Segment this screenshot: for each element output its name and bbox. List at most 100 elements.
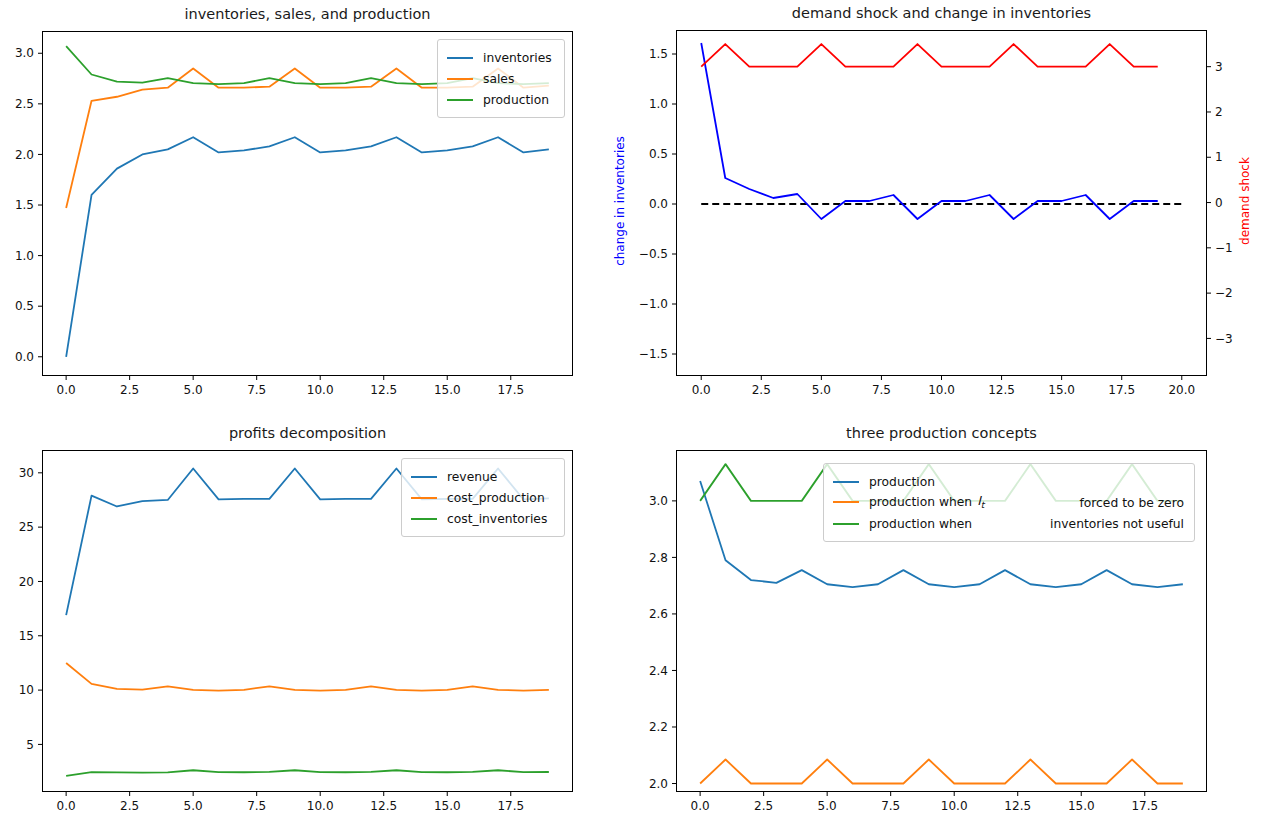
y-tick-label: 1.5 (649, 47, 668, 61)
x-tick-label: 2.5 (120, 383, 139, 397)
x-tick-label: 0.0 (57, 383, 76, 397)
legend-label: production (869, 475, 935, 489)
y-tick-label: 2.2 (649, 720, 668, 734)
x-tick-label: 10.0 (307, 799, 334, 813)
y-tick-label: 10 (19, 683, 34, 697)
chart-title-three-production-concepts: three production concepts (676, 423, 1207, 443)
y-tick-label: 30 (19, 466, 34, 480)
x-tick-label: 2.5 (752, 383, 771, 397)
chart-title-inventories-sales-production: inventories, sales, and production (42, 4, 573, 24)
x-tick-label: 0.0 (691, 799, 710, 813)
y-tick-label: 1.5 (15, 198, 34, 212)
y-tick-label: 1.0 (649, 97, 668, 111)
axes-demand-shock-change-in-inventories: 0.02.55.07.510.012.515.017.520.0−1.5−1.0… (676, 30, 1207, 376)
x-tick-label: 0.0 (57, 799, 76, 813)
legend-item-left: revenue (411, 470, 497, 484)
legend-item-left: production (447, 93, 549, 107)
y-tick-right-label: −3 (1215, 332, 1233, 346)
legend-item-left: cost_production (411, 491, 545, 505)
figure: inventories, sales, and production deman… (0, 0, 1264, 834)
legend-label-right: forced to be zero (1079, 496, 1184, 510)
legend-swatch-inventories (447, 57, 473, 59)
legend: revenue cost_production cost_inventories (401, 458, 565, 537)
legend-label: inventories (483, 51, 552, 65)
chart-title-demand-shock: demand shock and change in inventories (676, 3, 1207, 23)
y-tick-label: 3.0 (649, 494, 668, 508)
x-tick-label: 0.0 (692, 383, 711, 397)
x-tick-label: 5.0 (812, 383, 831, 397)
y-tick-label: 5 (26, 738, 34, 752)
legend-swatch-cost_production (411, 497, 437, 499)
y-tick-right-label: −1 (1215, 241, 1233, 255)
chart-title-profits-decomposition: profits decomposition (42, 423, 573, 443)
legend-item: production wheninventories not useful (833, 513, 1184, 534)
axes-three-production-concepts: 0.02.55.07.510.012.515.017.52.02.22.42.6… (676, 450, 1207, 792)
y-tick-label: 0.5 (15, 299, 34, 313)
y-tick-label: 15 (19, 629, 34, 643)
legend-item-left: cost_inventories (411, 512, 547, 526)
y-axis-label-right: demand shock (1238, 116, 1252, 286)
x-tick-label: 7.5 (872, 383, 891, 397)
x-tick-label: 12.5 (370, 799, 397, 813)
y-tick-label: 20 (19, 575, 34, 589)
y-tick-label: 25 (19, 520, 34, 534)
x-tick-label: 5.0 (184, 799, 203, 813)
x-tick-label: 15.0 (1068, 799, 1095, 813)
legend-swatch-production (833, 501, 859, 503)
series-cost_production (66, 663, 549, 690)
legend-item-left: inventories (447, 51, 552, 65)
x-tick-label: 12.5 (1004, 799, 1031, 813)
x-tick-label: 10.0 (307, 383, 334, 397)
legend-swatch-production (833, 481, 859, 483)
y-tick-label: 2.4 (649, 664, 668, 678)
axes-inventories-sales-production: 0.02.55.07.510.012.515.017.50.00.51.01.5… (42, 31, 573, 376)
legend: production production when It forced to be… (823, 463, 1195, 542)
x-tick-label: 17.5 (1108, 383, 1135, 397)
legend-item: inventories (447, 47, 554, 68)
axes-profits-decomposition: 0.02.55.07.510.012.515.017.551015202530r… (42, 450, 573, 792)
y-tick-label: 1.0 (15, 249, 34, 263)
legend-label: revenue (447, 470, 497, 484)
legend-label: cost_production (447, 491, 545, 505)
y-tick-right-label: 3 (1215, 60, 1223, 74)
x-tick-label: 7.5 (881, 799, 900, 813)
x-tick-label: 17.5 (1131, 799, 1158, 813)
legend-swatch-production (833, 523, 859, 525)
y-axis-label-left: change in inventories (613, 116, 627, 286)
legend-item: production when It forced to be zero (833, 492, 1184, 513)
x-tick-label: 7.5 (247, 383, 266, 397)
series-cost_inventories (66, 770, 549, 776)
legend-label: cost_inventories (447, 512, 547, 526)
y-tick-label: 2.8 (649, 551, 668, 565)
x-tick-label: 12.5 (370, 383, 397, 397)
y-tick-right-label: 0 (1215, 196, 1223, 210)
legend-label: production when (869, 495, 972, 509)
x-tick-label: 2.5 (120, 799, 139, 813)
y-tick-label: 2.0 (15, 148, 34, 162)
legend-item: production (833, 471, 1184, 492)
plot-tr: 0.02.55.07.510.012.515.017.520.0−1.5−1.0… (676, 30, 1207, 376)
legend-swatch-revenue (411, 476, 437, 478)
x-tick-label: 15.0 (1048, 383, 1075, 397)
y-tick-label: −0.5 (639, 247, 668, 261)
legend: inventories sales production (437, 39, 565, 118)
legend-label: sales (483, 72, 514, 86)
y-tick-label: −1.0 (639, 297, 668, 311)
x-tick-label: 12.5 (988, 383, 1015, 397)
y-tick-label: −1.5 (639, 347, 668, 361)
x-tick-label: 7.5 (247, 799, 266, 813)
legend-item-left: production when (833, 517, 972, 531)
x-tick-label: 15.0 (434, 383, 461, 397)
y-tick-label: 3.0 (15, 46, 34, 60)
legend-label: production when (869, 517, 972, 531)
y-tick-right-label: −2 (1215, 286, 1233, 300)
axes-frame (677, 31, 1207, 376)
legend-item-left: sales (447, 72, 514, 86)
legend-item: revenue (411, 466, 554, 487)
legend-item-left: production (833, 475, 935, 489)
y-tick-label: 2.6 (649, 607, 668, 621)
y-tick-label: 2.5 (15, 97, 34, 111)
legend-swatch-production (447, 99, 473, 101)
legend-item: production (447, 89, 554, 110)
legend-item-left: production when It (833, 494, 984, 510)
